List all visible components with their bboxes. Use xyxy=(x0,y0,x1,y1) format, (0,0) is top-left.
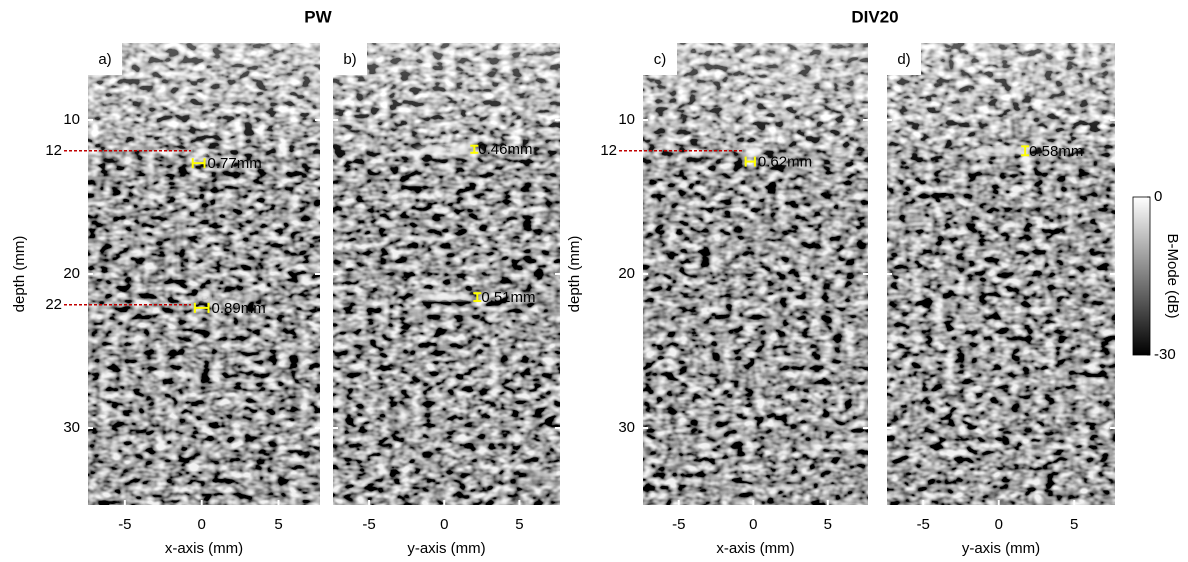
colorbar-tick-label: -30 xyxy=(1154,346,1176,363)
x-tick-label: 0 xyxy=(198,516,206,533)
panel-label-box xyxy=(88,43,122,75)
y-tick-label: 30 xyxy=(618,419,635,436)
group-title: PW xyxy=(304,7,332,26)
x-tick-label: 0 xyxy=(440,516,448,533)
y-tick-label: 20 xyxy=(618,265,635,282)
reflector xyxy=(968,146,1029,155)
x-tick-label: 5 xyxy=(1070,516,1078,533)
x-tick-label: -5 xyxy=(672,516,685,533)
depth-shading xyxy=(88,43,320,505)
colorbar-label: B-Mode (dB) xyxy=(1164,233,1181,318)
reflector xyxy=(747,145,760,156)
panel-label-box xyxy=(333,43,367,75)
x-tick-label: 0 xyxy=(995,516,1003,533)
x-tick-label: 5 xyxy=(274,516,282,533)
x-tick-label: -5 xyxy=(118,516,131,533)
colorbar-tick-label: 0 xyxy=(1154,188,1162,205)
depth-shading xyxy=(333,43,560,505)
measurement-label: 0.46mm xyxy=(478,141,532,158)
reflector xyxy=(414,293,475,302)
panel-label-box xyxy=(887,43,921,75)
measurement-label: 0.77mm xyxy=(208,155,262,172)
y-axis-label: depth (mm) xyxy=(566,236,583,313)
y-tick-label: 30 xyxy=(63,419,80,436)
group-title: DIV20 xyxy=(851,7,898,26)
colorbar xyxy=(1132,196,1151,356)
depth-marker-label: 12 xyxy=(45,142,62,159)
reflector xyxy=(414,145,475,154)
x-axis-label: x-axis (mm) xyxy=(716,540,794,557)
depth-marker-label: 12 xyxy=(600,142,617,159)
x-axis-label: y-axis (mm) xyxy=(407,540,485,557)
x-tick-label: 5 xyxy=(824,516,832,533)
depth-shading xyxy=(887,43,1115,505)
x-tick-label: -5 xyxy=(917,516,930,533)
y-tick-label: 10 xyxy=(618,111,635,128)
panel-label-box xyxy=(643,43,677,75)
x-tick-label: 5 xyxy=(515,516,523,533)
x-axis-label: x-axis (mm) xyxy=(165,540,243,557)
y-tick-label: 10 xyxy=(63,111,80,128)
measurement-label: 0.62mm xyxy=(758,154,812,171)
reflector xyxy=(195,147,208,158)
panel-label: c) xyxy=(654,51,667,68)
x-axis-label: y-axis (mm) xyxy=(962,540,1040,557)
panel-label: a) xyxy=(98,51,111,68)
x-tick-label: -5 xyxy=(362,516,375,533)
measurement-label: 0.58mm xyxy=(1029,143,1083,160)
x-tick-label: 0 xyxy=(749,516,757,533)
y-axis-label: depth (mm) xyxy=(11,236,28,313)
y-tick-label: 20 xyxy=(63,265,80,282)
reflector xyxy=(198,292,211,303)
panel-label: b) xyxy=(343,51,356,68)
depth-marker-label: 22 xyxy=(45,296,62,313)
depth-shading xyxy=(643,43,868,505)
measurement-label: 0.89mm xyxy=(212,300,266,317)
panel-label: d) xyxy=(897,51,910,68)
measurement-label: 0.51mm xyxy=(481,289,535,306)
